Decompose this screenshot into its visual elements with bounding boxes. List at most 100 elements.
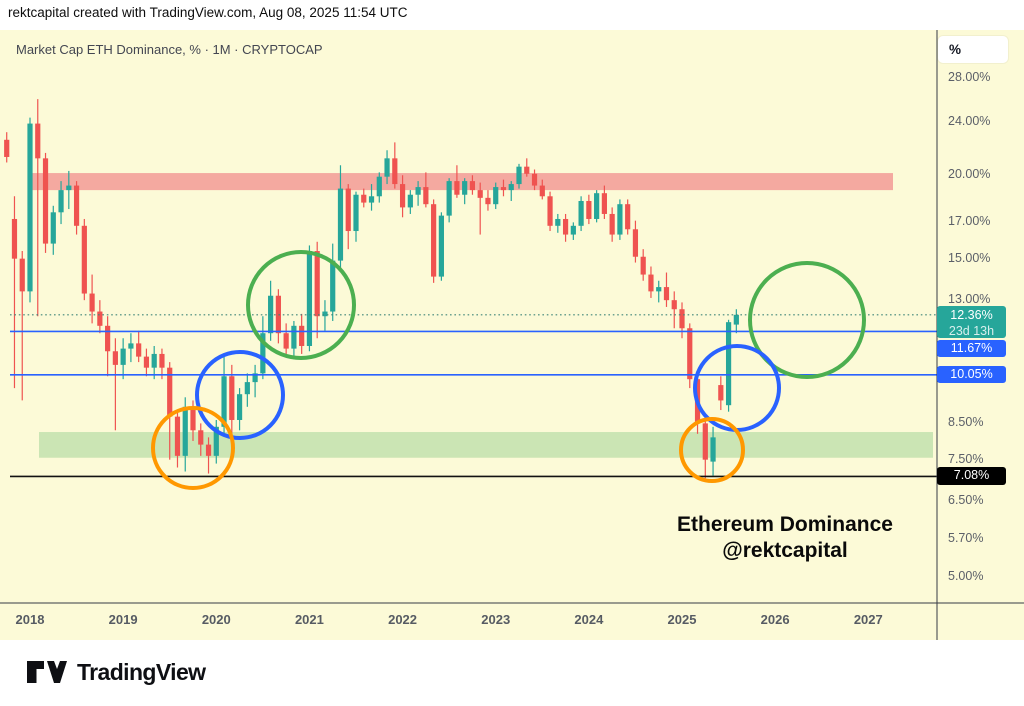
- circle-annotation: [151, 406, 235, 490]
- candle-body: [167, 367, 173, 417]
- candle-body: [58, 190, 64, 213]
- candle-body: [415, 187, 421, 195]
- footer-bar: TradingView: [0, 640, 1024, 706]
- candle-body: [710, 437, 716, 462]
- year-label-2024: 2024: [574, 612, 604, 627]
- candle-body: [632, 229, 639, 257]
- candle-body: [578, 200, 584, 226]
- candle-body: [407, 194, 413, 208]
- candle-body: [508, 184, 514, 191]
- watermark-handle: @rektcapital: [722, 539, 848, 562]
- candle-body: [493, 187, 499, 205]
- price-tick-label: 15.00%: [948, 250, 991, 265]
- tradingview-logo[interactable]: TradingView: [26, 657, 206, 687]
- year-label-2026: 2026: [760, 612, 790, 627]
- candle-body: [205, 444, 212, 456]
- price-tick-label: 17.00%: [948, 214, 991, 229]
- candle-body: [648, 274, 654, 292]
- level-price-badge: 11.67%: [937, 339, 1006, 358]
- watermark-title: Ethereum Dominance: [677, 513, 893, 536]
- candle-body: [570, 225, 576, 235]
- candle-body: [42, 158, 49, 244]
- candle-body: [244, 382, 250, 395]
- candle-body: [190, 406, 196, 431]
- candle-body: [66, 185, 72, 191]
- candle-body: [291, 325, 297, 349]
- candle-body: [617, 204, 623, 235]
- candle-body: [625, 204, 631, 230]
- candle-body: [260, 333, 266, 374]
- candle-body: [322, 311, 328, 317]
- circle-annotation: [748, 261, 866, 379]
- candle-body: [469, 181, 476, 191]
- candle-body: [539, 185, 545, 197]
- candle-body: [27, 123, 33, 292]
- candle-body: [555, 218, 561, 226]
- candle-body: [516, 166, 522, 185]
- candle-body: [81, 225, 87, 294]
- candle-body: [485, 197, 491, 205]
- support-zone: [39, 432, 933, 458]
- candle-body: [112, 351, 118, 365]
- candle-body: [120, 348, 126, 365]
- candle-body: [601, 193, 607, 214]
- candle-body: [368, 196, 375, 203]
- badge-price: 12.36%: [950, 307, 993, 322]
- candle-body: [236, 394, 243, 420]
- price-tick-label: 24.00%: [948, 114, 991, 129]
- circle-annotation: [195, 350, 285, 440]
- price-tick-label: 13.00%: [948, 292, 991, 307]
- candle-body: [640, 256, 646, 275]
- candle-body: [671, 300, 677, 310]
- candle-body: [562, 218, 569, 235]
- candle-body: [399, 184, 406, 208]
- candle-body: [213, 426, 219, 456]
- symbol-legend[interactable]: Market Cap ETH Dominance, % · 1M · CRYPT…: [16, 42, 323, 57]
- candle-body: [182, 406, 188, 456]
- candle-body: [718, 385, 724, 401]
- candle-body: [128, 343, 134, 349]
- candle-body: [477, 190, 483, 198]
- candle-body: [524, 166, 530, 174]
- candle-body: [353, 194, 359, 232]
- year-label-2027: 2027: [853, 612, 883, 627]
- year-label-2018: 2018: [15, 612, 45, 627]
- percent-scale-button[interactable]: %: [938, 36, 1008, 63]
- candle-body: [679, 309, 685, 329]
- candle-body: [702, 423, 708, 460]
- candle-body: [50, 212, 56, 244]
- candle-body: [174, 416, 181, 456]
- candle-body: [198, 430, 204, 445]
- price-tick-label: 5.00%: [948, 569, 984, 584]
- candle-body: [73, 185, 80, 226]
- candle-body: [438, 215, 444, 277]
- tradingview-logo-text: TradingView: [77, 658, 206, 685]
- candle-body: [136, 343, 142, 357]
- candle-body: [151, 353, 157, 368]
- candle-body: [462, 181, 468, 195]
- candle-body: [733, 314, 739, 325]
- candle-body: [299, 325, 305, 346]
- candle-body: [19, 258, 25, 292]
- candle-body: [252, 373, 258, 383]
- candle-body: [446, 181, 452, 216]
- candle-body: [89, 293, 95, 312]
- circle-annotation: [246, 250, 356, 360]
- year-label-2025: 2025: [667, 612, 697, 627]
- chart-pane[interactable]: Market Cap ETH Dominance, % · 1M · CRYPT…: [0, 30, 1024, 640]
- watermark: Ethereum Dominance @rektcapital: [635, 512, 935, 564]
- badge-price: 11.67%: [950, 340, 993, 355]
- year-label-2023: 2023: [481, 612, 511, 627]
- level-price-badge: 10.05%: [937, 365, 1006, 384]
- tradingview-logo-icon: [27, 661, 67, 683]
- price-tick-label: 20.00%: [948, 167, 991, 182]
- candle-body: [454, 181, 460, 195]
- candle-body: [725, 322, 732, 406]
- candle-body: [306, 251, 313, 346]
- candle-body: [221, 376, 227, 427]
- candle-body: [663, 287, 670, 301]
- price-tick-label: 5.70%: [948, 531, 984, 546]
- candle-body: [547, 196, 553, 226]
- candle-body: [105, 325, 111, 352]
